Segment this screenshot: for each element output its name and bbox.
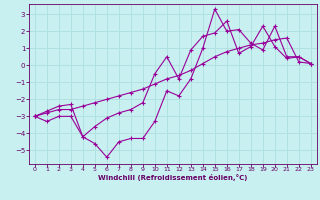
X-axis label: Windchill (Refroidissement éolien,°C): Windchill (Refroidissement éolien,°C) <box>98 174 247 181</box>
